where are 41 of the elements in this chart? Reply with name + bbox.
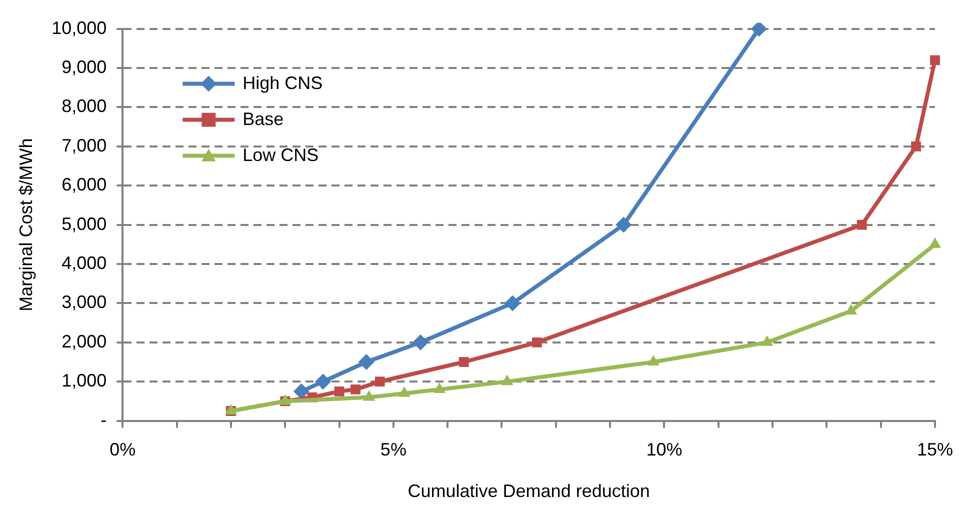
y-axis-title: Marginal Cost $/MWh — [16, 138, 36, 312]
point — [856, 220, 867, 230]
point — [350, 384, 360, 394]
point — [761, 335, 774, 346]
y-tick-label: 5,000 — [62, 214, 107, 234]
legend-label: Low CNS — [242, 144, 319, 165]
y-tick-label: 6,000 — [62, 174, 107, 195]
y-tick-label: 7,000 — [62, 135, 107, 156]
point — [374, 376, 385, 387]
point — [433, 382, 446, 393]
point — [458, 357, 469, 367]
y-tick-label: 8,000 — [62, 96, 107, 116]
x-tick-label: 10% — [646, 440, 682, 460]
point — [616, 216, 632, 233]
y-tick-label: - — [100, 410, 107, 430]
y-tick-label: 4,000 — [62, 252, 107, 273]
y-tick-label: 9,000 — [62, 56, 107, 77]
x-tick-label: 5% — [380, 440, 406, 460]
point — [412, 334, 429, 350]
point — [504, 295, 521, 312]
y-tick-label: 3,000 — [62, 292, 107, 312]
x-tick-label: 15% — [916, 440, 953, 460]
point — [293, 383, 310, 400]
point — [750, 22, 767, 37]
y-tick-label: 1,000 — [62, 370, 107, 391]
point — [358, 354, 374, 370]
y-tick-label: 2,000 — [62, 331, 107, 352]
point — [363, 390, 376, 401]
point — [930, 55, 940, 66]
point — [501, 374, 514, 386]
y-tick-label: 10,000 — [52, 18, 107, 38]
point — [911, 141, 921, 152]
point — [398, 386, 410, 397]
point — [315, 374, 332, 390]
point — [532, 337, 542, 348]
point — [334, 386, 344, 396]
legend-label: Base — [242, 108, 284, 129]
x-axis-title: Cumulative Demand reduction — [408, 481, 650, 502]
point — [647, 355, 660, 366]
x-tick-label: 0% — [110, 440, 136, 460]
legend-label: High CNS — [242, 72, 323, 93]
